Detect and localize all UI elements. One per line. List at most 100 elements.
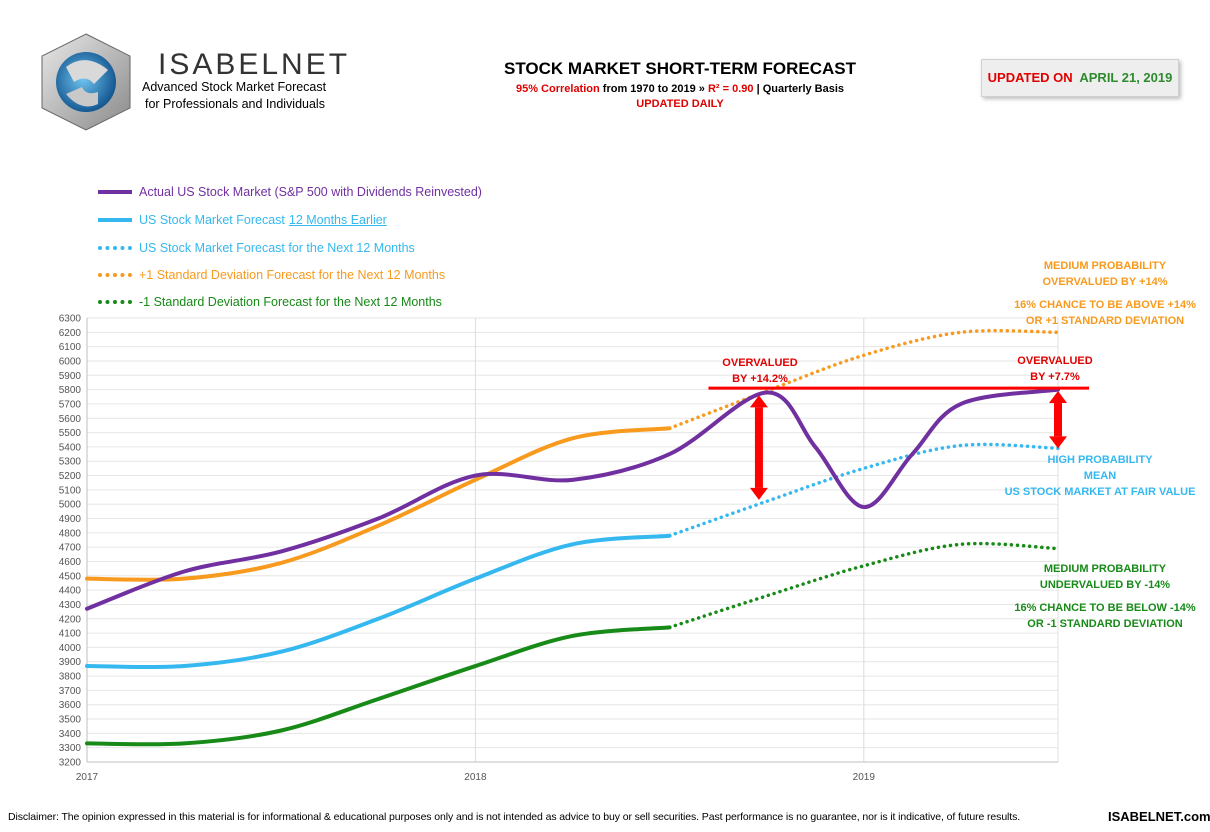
legend-label: -1 Standard Deviation Forecast for the N…: [139, 295, 442, 309]
y-tick-label: 6200: [59, 328, 82, 339]
brand-tagline-2: for Professionals and Individuals: [145, 97, 325, 111]
y-tick-label: 4400: [59, 586, 82, 597]
series-line: [85, 533, 672, 670]
y-tick-label: 4000: [59, 643, 82, 654]
annotation-text: HIGH PROBABILITY: [1047, 454, 1153, 466]
legend-label: US Stock Market Forecast: [139, 213, 285, 227]
y-tick-label: 4100: [59, 629, 82, 640]
arrow-head-down: [749, 487, 768, 500]
legend-item-plus-sd: +1 Standard Deviation Forecast for the N…: [98, 268, 445, 282]
annotation-text: 16% CHANCE TO BE BELOW -14%: [1014, 602, 1196, 614]
subtitle-correlation: 95% Correlation: [515, 83, 600, 95]
legend-label-link: 12 Months Earlier: [288, 213, 387, 227]
annotation-text: OR +1 STANDARD DEVIATION: [1025, 315, 1185, 327]
legend-item-forecast-earlier: US Stock Market Forecast 12 Months Earli…: [98, 213, 387, 227]
arrow-shaft: [754, 407, 763, 488]
updated-date: APRIL 21, 2019: [1079, 70, 1173, 85]
annotation-text: MEAN: [1083, 470, 1117, 482]
y-tick-label: 5900: [59, 371, 82, 382]
legend-item-actual: Actual US Stock Market (S&P 500 with Div…: [98, 185, 482, 199]
annotation-text: MEDIUM PROBABILITY: [1043, 563, 1167, 575]
annotation-text: UNDERVALUED BY -14%: [1039, 579, 1171, 591]
brand-tagline: Advanced Stock Market Forecast: [142, 80, 327, 94]
y-tick-label: 5700: [59, 399, 82, 410]
annotation-text: OR -1 STANDARD DEVIATION: [1027, 618, 1183, 630]
brand-name: ISABELNET: [158, 48, 351, 81]
updated-badge: UPDATED ON APRIL 21, 2019: [981, 59, 1179, 97]
annotation-medium-undervalued: MEDIUM PROBABILITY UNDERVALUED BY -14%: [1010, 561, 1200, 593]
y-tick-label: 3800: [59, 672, 82, 683]
y-tick-label: 6000: [59, 356, 82, 367]
x-tick-label: 2019: [853, 772, 876, 783]
y-tick-label: 5100: [59, 485, 82, 496]
y-tick-label: 5300: [59, 457, 82, 468]
annotation-overvalued-2: OVERVALUED BY +7.7%: [995, 353, 1115, 385]
updated-label: UPDATED ON: [987, 70, 1073, 85]
isabelnet-logo: [41, 33, 131, 131]
legend-swatch-forecast-dotted: [98, 246, 132, 250]
y-tick-label: 4300: [59, 600, 82, 611]
y-tick-label: 5600: [59, 414, 82, 425]
y-tick-label: 5200: [59, 471, 82, 482]
y-tick-label: 3600: [59, 700, 82, 711]
arrow-head-up: [1049, 391, 1067, 404]
annotation-text: OVERVALUED BY +14%: [1042, 276, 1168, 288]
legend-swatch-forecast: [98, 218, 132, 222]
annotation-high-probability: HIGH PROBABILITY MEAN US STOCK MARKET AT…: [990, 452, 1210, 500]
y-tick-label: 6100: [59, 342, 82, 353]
legend-label: +1 Standard Deviation Forecast for the N…: [139, 268, 446, 282]
annotation-text: MEDIUM PROBABILITY: [1043, 260, 1167, 272]
y-tick-label: 4500: [59, 571, 82, 582]
page-title: STOCK MARKET SHORT-TERM FORECAST: [504, 59, 856, 78]
y-tick-label: 3400: [59, 729, 82, 740]
annotation-text: OVERVALUED: [1017, 355, 1093, 367]
annotation-text: BY +7.7%: [1030, 371, 1080, 383]
series-line: [667, 328, 1060, 431]
y-tick-label: 5500: [59, 428, 82, 439]
legend-swatch-plus-sd: [98, 273, 132, 277]
arrow-shaft: [1054, 403, 1062, 437]
y-tick-label: 3700: [59, 686, 82, 697]
subtitle-basis: | Quarterly Basis: [753, 83, 845, 95]
y-tick-label: 4600: [59, 557, 82, 568]
annotation-above-sd: 16% CHANCE TO BE ABOVE +14% OR +1 STANDA…: [1000, 297, 1210, 329]
y-tick-label: 5000: [59, 500, 82, 511]
subtitle-r2: R² = 0.90: [707, 83, 754, 95]
annotation-overvalued-1: OVERVALUED BY +14.2%: [700, 355, 820, 387]
series-line: [85, 625, 672, 747]
y-tick-label: 3500: [59, 715, 82, 726]
x-tick-label: 2018: [464, 772, 487, 783]
y-tick-label: 4800: [59, 528, 82, 539]
subtitle: 95% Correlation from 1970 to 2019 » R² =…: [0, 83, 1210, 95]
annotation-below-sd: 16% CHANCE TO BE BELOW -14% OR -1 STANDA…: [1000, 600, 1210, 632]
y-tick-label: 4700: [59, 543, 82, 554]
y-tick-label: 5400: [59, 442, 82, 453]
y-tick-label: 4200: [59, 614, 82, 625]
arrow-head-down: [1049, 436, 1067, 449]
y-tick-label: 5800: [59, 385, 82, 396]
legend-swatch-minus-sd: [98, 300, 132, 304]
disclaimer: Disclaimer: The opinion expressed in thi…: [8, 811, 1021, 823]
annotation-text: OVERVALUED: [722, 357, 798, 369]
annotation-medium-overvalued: MEDIUM PROBABILITY OVERVALUED BY +14%: [1010, 258, 1200, 290]
y-tick-label: 4900: [59, 514, 82, 525]
legend-label: US Stock Market Forecast for the Next 12…: [139, 241, 415, 255]
series-line: [667, 442, 1060, 538]
series-line: [85, 387, 1060, 611]
legend-label: Actual US Stock Market (S&P 500 with Div…: [139, 185, 482, 199]
x-tick-label: 2017: [76, 772, 99, 783]
y-tick-label: 3900: [59, 657, 82, 668]
legend-item-forecast-next: US Stock Market Forecast for the Next 12…: [98, 241, 415, 255]
updated-daily: UPDATED DAILY: [636, 98, 724, 110]
annotation-text: US STOCK MARKET AT FAIR VALUE: [1004, 486, 1196, 498]
arrow-head-up: [749, 395, 768, 408]
y-tick-label: 3200: [59, 758, 82, 769]
annotation-text: 16% CHANCE TO BE ABOVE +14%: [1014, 299, 1196, 311]
y-tick-label: 3300: [59, 743, 82, 754]
legend-swatch-actual: [98, 190, 132, 194]
legend-item-minus-sd: -1 Standard Deviation Forecast for the N…: [98, 295, 442, 309]
y-tick-label: 6300: [59, 314, 82, 325]
series-line: [85, 426, 672, 582]
annotation-text: BY +14.2%: [732, 373, 788, 385]
